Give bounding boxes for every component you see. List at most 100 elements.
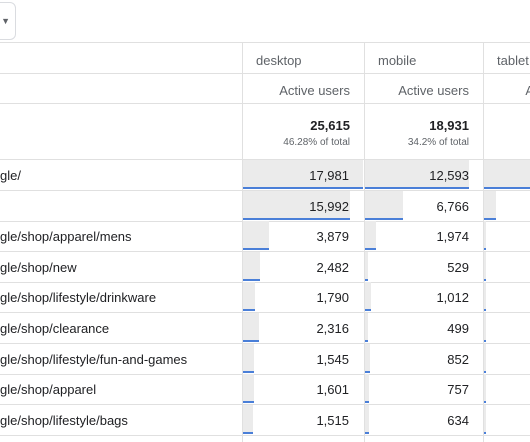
divider xyxy=(0,42,530,43)
bar-fill xyxy=(243,404,253,433)
bar-fill xyxy=(365,160,469,188)
metric-value: 852 xyxy=(447,351,469,367)
metric-value: 3,879 xyxy=(316,229,349,245)
bar-fill xyxy=(484,282,486,311)
bar-fill xyxy=(484,313,486,341)
divider xyxy=(0,404,530,406)
divider xyxy=(0,373,530,375)
tablet-cell xyxy=(484,190,530,221)
toolbar: ▼ xyxy=(0,0,530,43)
metric-value: 1,601 xyxy=(316,382,349,398)
bar-fill xyxy=(484,221,486,250)
metric-header-mobile[interactable]: Active users xyxy=(398,83,469,98)
bar-underline xyxy=(365,248,376,251)
divider xyxy=(0,159,530,160)
desktop-cell: 2,316 xyxy=(243,313,363,343)
table-row[interactable]: 15,992 6,766 xyxy=(0,190,530,222)
table-row[interactable]: gle/17,981 12,593 xyxy=(0,160,530,191)
table-row[interactable]: gle/shop/apparel/mens 3,879 1,974 xyxy=(0,221,530,253)
desktop-cell: 2,482 xyxy=(243,251,363,282)
bar-underline xyxy=(365,431,369,434)
page-path[interactable]: gle/shop/apparel/mens xyxy=(0,229,132,245)
metric-value: 1,545 xyxy=(316,351,349,367)
bar-underline xyxy=(243,248,269,251)
bar-fill xyxy=(365,313,368,341)
page-path[interactable]: gle/shop/apparel xyxy=(0,382,97,398)
column-header-mobile[interactable]: mobile xyxy=(378,53,417,68)
table-row[interactable]: gle/shop/apparel 1,601 757 xyxy=(0,374,530,406)
bar-underline xyxy=(243,370,254,373)
column-header-desktop[interactable]: desktop xyxy=(256,53,302,68)
metric-value: 1,515 xyxy=(316,412,349,428)
bar-underline xyxy=(484,278,486,281)
bar-underline xyxy=(243,278,260,281)
divider xyxy=(0,73,530,74)
table-row[interactable]: gle/shop/lifestyle/drinkware 1,790 1,012 xyxy=(0,282,530,314)
divider xyxy=(0,103,530,104)
bar-fill xyxy=(484,374,486,403)
bar-underline xyxy=(243,217,350,220)
bar-underline xyxy=(484,309,486,312)
page-path[interactable]: gle/ xyxy=(0,168,21,183)
divider xyxy=(0,251,530,253)
desktop-cell: 3,879 xyxy=(243,221,363,251)
page-path[interactable]: gle/shop/new xyxy=(0,259,77,275)
bar-fill xyxy=(243,282,255,311)
bar-fill xyxy=(243,221,269,250)
metric-value: 1,790 xyxy=(316,290,349,306)
tablet-cell xyxy=(484,374,530,404)
total-value-mobile: 18,931 xyxy=(429,118,469,133)
bar-fill xyxy=(243,160,363,188)
column-header-tablet[interactable]: tablet xyxy=(497,53,529,68)
bar-fill xyxy=(365,190,403,219)
desktop-cell: 15,992 xyxy=(243,190,363,221)
bar-underline xyxy=(243,340,259,342)
page-path[interactable]: gle/shop/lifestyle/bags xyxy=(0,412,128,428)
desktop-cell: 1,515 xyxy=(243,404,363,435)
page-path[interactable]: gle/shop/lifestyle/fun-and-games xyxy=(0,351,188,367)
bar-fill xyxy=(365,282,371,311)
table-row[interactable]: gle/shop/lifestyle/bags 1,515 634 xyxy=(0,404,530,436)
bar-fill xyxy=(484,404,486,433)
metric-value: 529 xyxy=(447,259,469,275)
bar-fill xyxy=(365,404,369,433)
table-row[interactable]: gle/shop/lifestyle/fun-and-games 1,545 852 xyxy=(0,343,530,375)
metric-value: 17,981 xyxy=(309,168,349,183)
bar-fill xyxy=(365,374,369,403)
bar-underline xyxy=(484,217,496,220)
metric-header-tablet[interactable]: A xyxy=(525,83,530,98)
table-row[interactable]: gle/shop/clearance 2,316 499 xyxy=(0,313,530,344)
divider xyxy=(0,281,530,283)
bar-fill xyxy=(365,343,370,372)
table-row[interactable]: gle/shop/new 2,482 529 xyxy=(0,251,530,283)
desktop-cell: 1,545 xyxy=(243,343,363,374)
dimension-picker-button[interactable]: ▼ xyxy=(0,2,16,40)
bar-fill xyxy=(484,251,486,280)
metric-value: 634 xyxy=(447,412,469,428)
bar-fill xyxy=(243,313,259,341)
column-divider xyxy=(242,42,243,442)
mobile-cell: 12,593 xyxy=(365,160,483,190)
bar-underline xyxy=(243,431,253,434)
mobile-cell: 757 xyxy=(365,374,483,404)
bar-underline xyxy=(365,340,368,342)
total-percent-desktop: 46.28% of total xyxy=(283,137,350,148)
mobile-cell: 634 xyxy=(365,404,483,435)
bar-underline xyxy=(365,401,369,404)
divider xyxy=(0,343,530,344)
metric-value: 6,766 xyxy=(436,198,469,214)
mobile-cell: 1,974 xyxy=(365,221,483,251)
page-path[interactable]: gle/shop/lifestyle/drinkware xyxy=(0,290,157,306)
page-path[interactable]: gle/shop/clearance xyxy=(0,321,110,336)
metric-value: 2,316 xyxy=(316,321,349,336)
mobile-cell: 6,766 xyxy=(365,190,483,221)
metric-header-desktop[interactable]: Active users xyxy=(279,83,350,98)
bar-underline xyxy=(365,278,368,281)
bar-underline xyxy=(484,401,486,404)
bar-underline xyxy=(484,187,530,189)
metric-value: 12,593 xyxy=(429,168,469,183)
metric-value: 2,482 xyxy=(316,259,349,275)
bar-underline xyxy=(243,187,363,189)
mobile-cell: 529 xyxy=(365,251,483,282)
bar-underline xyxy=(365,370,370,373)
